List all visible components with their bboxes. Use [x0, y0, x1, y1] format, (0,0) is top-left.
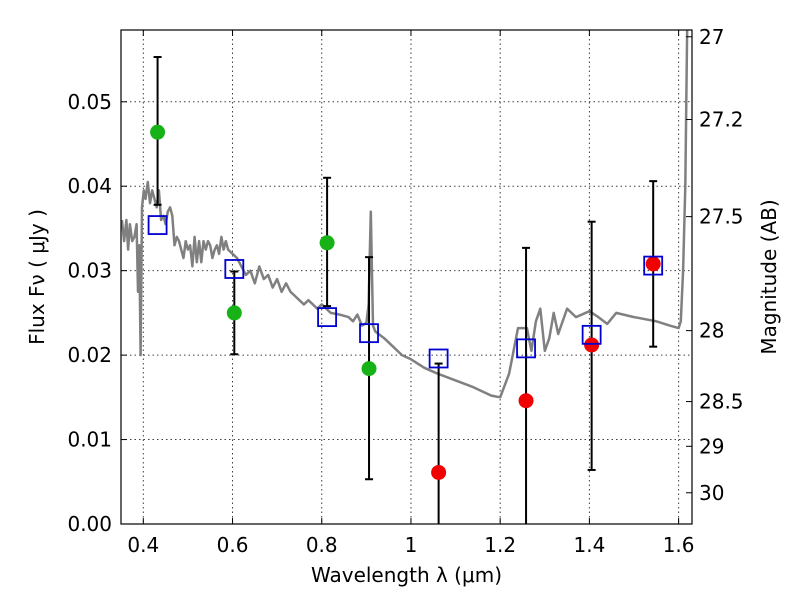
marker-layer: [147, 124, 664, 480]
right-tick-label: 27.5: [699, 205, 744, 229]
x-tick-label: 0.6: [217, 533, 249, 557]
right-tick-label: 30: [699, 481, 724, 505]
x-axis-label: Wavelength λ (μm): [311, 563, 502, 587]
y-axis-label: Flux Fν ( μJy ): [25, 209, 49, 345]
y-tick-label: 0.03: [67, 259, 112, 283]
data-point: [361, 361, 377, 377]
data-square-marker: [581, 324, 602, 345]
y-tick-label: 0.00: [67, 512, 112, 536]
x-tick-label: 1.6: [663, 533, 695, 557]
y-tick-label: 0.02: [67, 343, 112, 367]
plot-frame: [120, 29, 693, 525]
grid-layer: [121, 30, 692, 524]
model-spectrum-line: [121, 30, 689, 399]
data-square-marker: [643, 255, 664, 276]
data-square-marker: [359, 323, 379, 344]
x-tick-label: 1.4: [573, 533, 605, 557]
tick-layer: 0.4 0.6 0.8 1 1.2 1.4 1.6 0.00 0.01 0.02 0.03 0.04 0…: [67, 25, 743, 557]
x-tick-label: 0.8: [306, 533, 338, 557]
right-tick-label: 28: [699, 319, 724, 343]
y-right-axis-label: Magnitude (AB): [757, 199, 781, 354]
y-tick-label: 0.01: [67, 428, 112, 452]
data-point: [584, 337, 600, 353]
data-square-marker: [516, 338, 536, 359]
x-tick-label: 1.2: [484, 533, 516, 557]
x-tick-label: 1: [405, 533, 418, 557]
x-tick-label: 0.4: [127, 533, 159, 557]
data-square-marker: [224, 259, 245, 279]
model-layer: [121, 30, 689, 399]
right-tick-label: 27: [699, 25, 724, 49]
right-tick-label: 27.2: [699, 108, 744, 132]
data-point: [226, 305, 242, 321]
errorbar-layer: [153, 56, 658, 524]
data-point: [319, 235, 335, 251]
y-tick-label: 0.05: [67, 90, 112, 114]
data-square-marker: [317, 307, 337, 328]
right-tick-label: 28.5: [699, 390, 744, 414]
data-square-marker: [147, 215, 168, 235]
data-square-marker: [428, 348, 449, 369]
data-point: [150, 124, 166, 140]
data-point: [431, 464, 447, 480]
y-tick-label: 0.04: [67, 174, 112, 198]
data-point: [518, 393, 534, 409]
data-point: [645, 256, 661, 272]
right-tick-label: 29: [699, 434, 724, 458]
